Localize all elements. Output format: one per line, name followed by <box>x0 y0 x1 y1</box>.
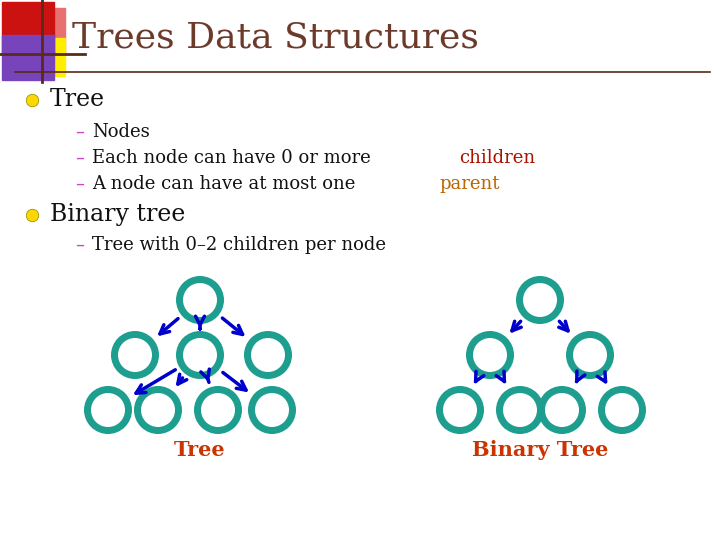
Circle shape <box>183 283 217 317</box>
Bar <box>20 38 65 76</box>
Circle shape <box>91 393 125 427</box>
Text: –: – <box>75 123 84 141</box>
Circle shape <box>516 276 564 324</box>
Text: Binary Tree: Binary Tree <box>472 440 608 460</box>
Bar <box>2 35 54 80</box>
Circle shape <box>538 386 586 434</box>
Text: Nodes: Nodes <box>92 123 150 141</box>
Circle shape <box>443 393 477 427</box>
Text: –: – <box>75 175 84 193</box>
Circle shape <box>84 386 132 434</box>
Circle shape <box>141 393 175 427</box>
Text: Binary tree: Binary tree <box>50 204 185 226</box>
Circle shape <box>244 331 292 379</box>
Circle shape <box>503 393 537 427</box>
Text: Each node can have 0 or more: Each node can have 0 or more <box>92 149 377 167</box>
Circle shape <box>183 338 217 372</box>
Circle shape <box>566 331 614 379</box>
Text: Tree: Tree <box>174 440 226 460</box>
Text: Trees Data Structures: Trees Data Structures <box>72 21 479 55</box>
Text: Tree with 0–2 children per node: Tree with 0–2 children per node <box>92 236 386 254</box>
Circle shape <box>598 386 646 434</box>
Circle shape <box>194 386 242 434</box>
Circle shape <box>523 283 557 317</box>
Circle shape <box>251 338 285 372</box>
Text: –: – <box>75 236 84 254</box>
Circle shape <box>496 386 544 434</box>
Circle shape <box>605 393 639 427</box>
Circle shape <box>473 338 507 372</box>
Circle shape <box>436 386 484 434</box>
Bar <box>20 8 65 53</box>
Text: children: children <box>459 149 535 167</box>
Circle shape <box>466 331 514 379</box>
Text: parent: parent <box>439 175 500 193</box>
Text: –: – <box>75 149 84 167</box>
Circle shape <box>573 338 607 372</box>
Circle shape <box>176 331 224 379</box>
Text: Tree: Tree <box>50 89 105 111</box>
Circle shape <box>134 386 182 434</box>
Text: A node can have at most one: A node can have at most one <box>92 175 361 193</box>
Circle shape <box>255 393 289 427</box>
Circle shape <box>111 331 159 379</box>
Bar <box>2 2 54 54</box>
Circle shape <box>118 338 152 372</box>
Circle shape <box>248 386 296 434</box>
Circle shape <box>201 393 235 427</box>
Circle shape <box>176 276 224 324</box>
Circle shape <box>545 393 579 427</box>
